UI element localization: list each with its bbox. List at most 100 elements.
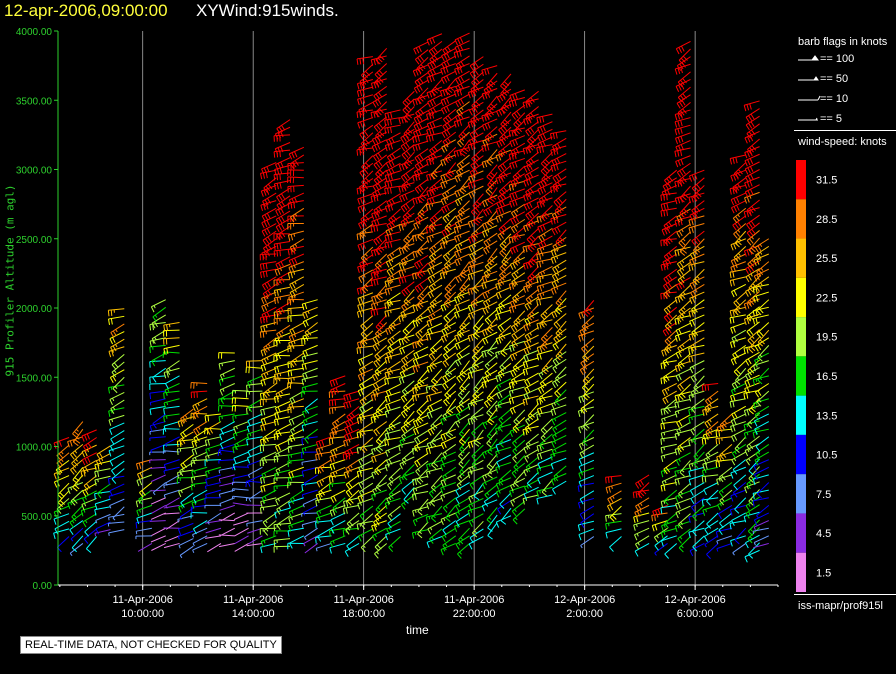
- wind-barb: [459, 375, 470, 393]
- wind-barb: [752, 489, 769, 500]
- wind-barb: [495, 210, 512, 223]
- wind-barb: [675, 79, 691, 92]
- wind-barb: [552, 480, 567, 495]
- wind-barb: [357, 383, 374, 397]
- wind-barb: [444, 284, 457, 301]
- wind-barb: [427, 269, 443, 284]
- wind-barb: [108, 315, 125, 325]
- wind-barb: [401, 380, 415, 397]
- wind-barb: [688, 459, 705, 471]
- wind-barb: [387, 513, 401, 529]
- wind-barb: [386, 452, 401, 466]
- wind-barb: [262, 512, 277, 528]
- wind-barb: [136, 474, 153, 487]
- wind-barb: [260, 482, 277, 493]
- wind-barb: [730, 169, 746, 182]
- wind-barb: [384, 391, 401, 403]
- wind-barb: [259, 443, 277, 452]
- wind-barb: [288, 146, 305, 160]
- wind-barb: [512, 356, 526, 373]
- wind-barb: [551, 412, 567, 426]
- wind-barb: [537, 471, 553, 485]
- y-axis-label: 915 Profiler Altitude (m agl): [3, 184, 17, 377]
- wind-barb: [537, 128, 553, 142]
- wind-barb: [400, 136, 415, 152]
- wind-barb: [454, 520, 470, 532]
- wind-barb: [259, 527, 277, 535]
- wind-barb: [456, 367, 470, 383]
- wind-barb: [440, 436, 456, 450]
- y-tick-label: 4000.00: [16, 27, 53, 38]
- wind-barb: [301, 451, 318, 459]
- wind-barb: [577, 406, 594, 417]
- wind-barb: [459, 314, 470, 332]
- wind-barb: [261, 306, 277, 321]
- colorbar-label: 13.5: [816, 410, 837, 422]
- wind-barb: [412, 140, 429, 152]
- wind-barb: [733, 299, 747, 316]
- wind-barb: [370, 413, 387, 424]
- wind-barb: [384, 170, 401, 182]
- wind-barb: [674, 63, 691, 75]
- wind-barb: [540, 327, 553, 344]
- wind-barb: [440, 482, 456, 494]
- wind-barb: [716, 535, 733, 544]
- wind-barb: [276, 324, 291, 340]
- wind-barb: [233, 520, 249, 526]
- wind-barb: [375, 47, 388, 65]
- wind-barb: [689, 253, 705, 266]
- wind-barb: [523, 334, 539, 348]
- wind-barb: [205, 489, 222, 498]
- wind-barb: [317, 459, 332, 474]
- wind-barb: [674, 117, 691, 128]
- wind-barb: [731, 512, 747, 526]
- wind-barb: [302, 329, 318, 343]
- wind-barb: [82, 490, 97, 504]
- wind-barb: [135, 497, 153, 508]
- wind-barb: [523, 349, 539, 362]
- wind-barb: [205, 474, 222, 486]
- wind-barb: [445, 360, 457, 378]
- wind-barb: [162, 450, 180, 454]
- wind-barb: [691, 299, 705, 315]
- wind-barb: [660, 200, 677, 211]
- wind-barb: [540, 151, 553, 169]
- wind-barb: [675, 139, 691, 153]
- wind-barb: [753, 268, 770, 282]
- wind-barb: [107, 308, 125, 317]
- wind-barb: [370, 390, 387, 402]
- wind-barb: [304, 398, 318, 414]
- wind-barb: [660, 207, 677, 217]
- wind-barb: [428, 246, 443, 262]
- wind-barb: [344, 421, 360, 434]
- wind-barb: [550, 183, 567, 194]
- wind-barb: [677, 353, 691, 369]
- wind-barb: [509, 135, 525, 148]
- wind-barb: [747, 252, 760, 269]
- wind-barb: [536, 258, 553, 268]
- wind-barb: [675, 132, 691, 145]
- wind-barb: [715, 459, 733, 468]
- wind-barb: [443, 337, 457, 354]
- wind-barb: [398, 113, 415, 125]
- wind-barb: [303, 527, 318, 540]
- wind-barb: [733, 360, 747, 377]
- wind-barb: [372, 93, 387, 108]
- wind-barb: [442, 520, 457, 536]
- wind-barb: [679, 185, 691, 203]
- wind-barb: [384, 200, 401, 213]
- wind-barb: [718, 482, 733, 498]
- wind-barb: [412, 338, 429, 349]
- wind-barb: [374, 535, 388, 552]
- wind-barb: [302, 497, 318, 508]
- data-source-label: iss-mapr/prof915l: [798, 600, 883, 612]
- wind-barb: [273, 370, 291, 381]
- wind-barb: [512, 287, 526, 304]
- wind-barb: [455, 482, 470, 496]
- wind-barb: [495, 149, 512, 162]
- wind-barb: [483, 263, 498, 279]
- wind-barb: [110, 430, 125, 445]
- wind-barb: [744, 130, 760, 144]
- wind-barb: [541, 357, 553, 375]
- wind-barb: [232, 428, 249, 440]
